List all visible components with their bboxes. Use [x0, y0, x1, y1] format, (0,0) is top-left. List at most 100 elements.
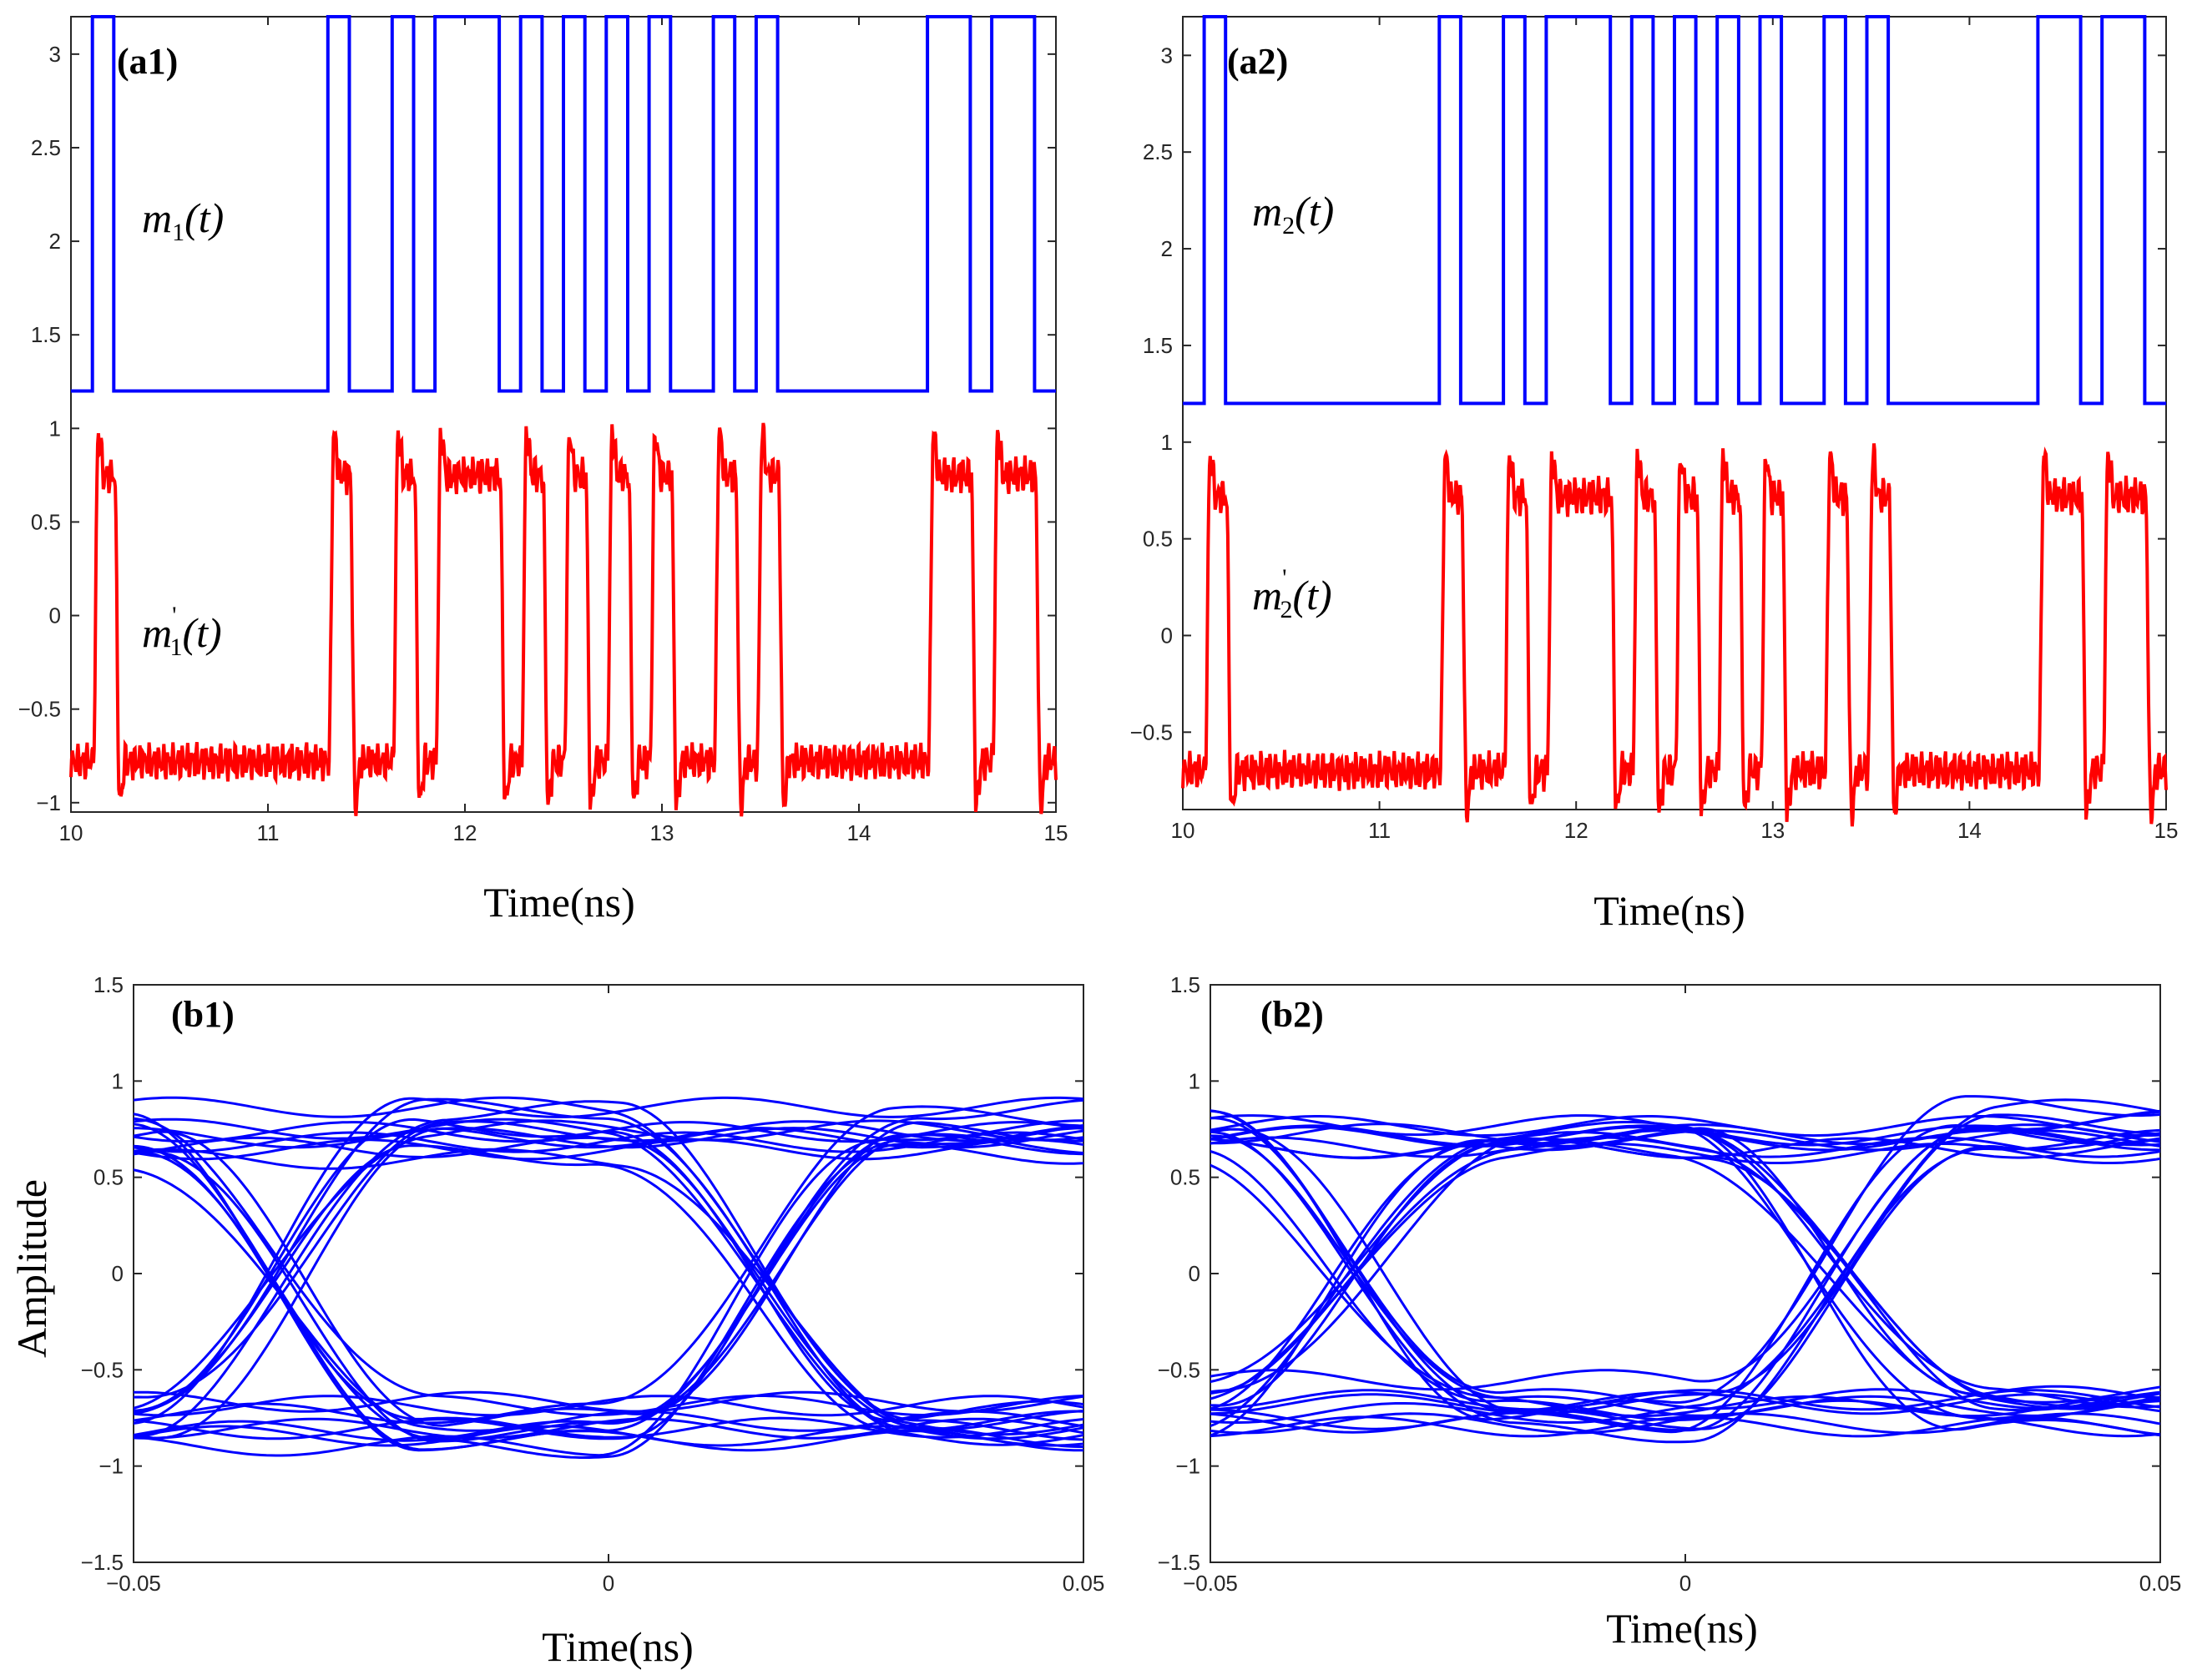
- eye-trace-12: [1210, 1129, 2160, 1410]
- y-tick-label: 0.5: [31, 509, 61, 534]
- panel-label: (a1): [117, 41, 178, 82]
- eye-trace-26: [134, 1133, 1083, 1443]
- received-signal-line: [69, 422, 1058, 817]
- eye-trace-11: [1210, 1117, 2160, 1410]
- panel-label: (b2): [1260, 994, 1324, 1035]
- eye-trace-25: [134, 1096, 1083, 1436]
- eye-trace-6: [1210, 1132, 2160, 1430]
- y-tick-label: 0: [112, 1261, 124, 1286]
- eye-trace-20: [1210, 1123, 2160, 1437]
- y-tick-label: 0.5: [1143, 527, 1173, 552]
- chart-b2: −0.05 0 0.05 −1.5 −1 −0.5 0 0.5 1 1.5 (b2) Time(n…: [1158, 972, 2182, 1652]
- x-tick-label: 0: [1679, 1571, 1691, 1596]
- y-tick-label: 1: [112, 1068, 124, 1093]
- y-tick-label: 3: [49, 42, 61, 67]
- eye-trace-4: [1210, 1129, 2160, 1395]
- x-tick-label: 11: [257, 820, 280, 845]
- x-tick-label: 12: [1564, 818, 1588, 843]
- eye-trace-22: [134, 1098, 1083, 1440]
- axis-ticks: −0.05 0 0.05 −1.5 −1 −0.5 0 0.5 1 1.5: [1158, 972, 2182, 1596]
- traces: [1210, 1095, 2160, 1444]
- eye-trace-12: [134, 1127, 1083, 1440]
- eye-trace-19: [134, 1117, 1083, 1416]
- x-tick-label: 12: [453, 820, 477, 845]
- signal-label-m1: m1(t): [142, 194, 224, 246]
- eye-trace-14: [134, 1143, 1083, 1442]
- eye-trace-20: [134, 1120, 1083, 1399]
- eye-trace-13: [1210, 1131, 2160, 1410]
- y-tick-label: 0: [1189, 1261, 1200, 1286]
- x-axis-label: Time(ns): [542, 1623, 694, 1670]
- eye-trace-28: [1210, 1143, 2160, 1400]
- eye-trace-23: [1210, 1389, 2160, 1411]
- eye-trace-28: [134, 1096, 1083, 1425]
- x-axis-label: Time(ns): [1593, 887, 1745, 934]
- x-tick-label: 10: [59, 820, 83, 845]
- axis-ticks: −0.05 0 0.05 −1.5 −1 −0.5 0 0.5 1 1.5: [81, 972, 1105, 1596]
- chart-a1: 10 11 12 13 14 15 −1 −0.5 0 0.5 1 1.5 2 2.5 3 (a1) m1(…: [18, 15, 1068, 926]
- y-tick-label: 1.5: [31, 322, 61, 347]
- y-tick-label: 2.5: [31, 135, 61, 160]
- x-tick-label: 10: [1171, 818, 1195, 843]
- eye-trace-15: [1210, 1393, 2160, 1415]
- eye-trace-29: [1210, 1121, 2160, 1438]
- x-tick-label: 0.05: [2139, 1571, 2182, 1596]
- eye-trace-11: [134, 1168, 1083, 1432]
- received-signal-line: [1181, 443, 2168, 827]
- x-tick-label: 14: [847, 820, 871, 845]
- eye-trace-3: [1210, 1163, 2160, 1418]
- x-tick-label: 14: [1957, 818, 1982, 843]
- panel-label: (a2): [1227, 41, 1288, 82]
- x-axis-label: Time(ns): [1606, 1605, 1758, 1652]
- y-tick-label: −1.5: [81, 1550, 124, 1575]
- y-tick-label: 0: [1161, 623, 1173, 648]
- y-tick-label: 1.5: [1143, 333, 1173, 358]
- traces: [1181, 15, 2168, 827]
- y-tick-label: 1: [49, 416, 61, 441]
- eye-trace-22: [1210, 1126, 2160, 1391]
- x-tick-label: 11: [1368, 818, 1391, 843]
- eye-trace-30: [134, 1124, 1083, 1457]
- y-tick-label: 1: [1161, 430, 1173, 455]
- eye-trace-16: [1210, 1115, 2160, 1138]
- eye-trace-26: [1210, 1095, 2160, 1421]
- y-tick-label: 0.5: [93, 1165, 124, 1190]
- panel-label: (b1): [171, 994, 235, 1035]
- eye-trace-31: [1210, 1412, 2160, 1435]
- y-tick-label: −1: [98, 1454, 124, 1479]
- x-tick-label: −0.05: [106, 1571, 161, 1596]
- y-tick-label: −1: [36, 790, 61, 815]
- eye-trace-21: [134, 1117, 1083, 1422]
- x-tick-label: 15: [2154, 818, 2179, 843]
- x-axis-label: Time(ns): [483, 879, 635, 926]
- y-tick-label: 3: [1161, 43, 1173, 68]
- x-tick-label: 15: [1044, 820, 1068, 845]
- eye-trace-5: [134, 1100, 1083, 1441]
- signal-label-m2: m2(t): [1252, 188, 1334, 240]
- traces: [134, 1096, 1083, 1459]
- y-axis-label: Amplitude: [8, 1179, 55, 1358]
- y-tick-label: 2: [1161, 236, 1173, 261]
- eye-trace-31: [134, 1425, 1083, 1447]
- eye-trace-29: [134, 1144, 1083, 1432]
- y-tick-label: 2: [49, 229, 61, 254]
- y-tick-label: 0: [49, 603, 61, 628]
- y-tick-label: −1.5: [1158, 1550, 1200, 1575]
- digital-signal-line: [1183, 15, 2166, 406]
- x-tick-label: 0.05: [1063, 1571, 1105, 1596]
- eye-trace-9: [1210, 1114, 2160, 1408]
- chart-b1: −0.05 0 0.05 −1.5 −1 −0.5 0 0.5 1 1.5 (b1) Time(n…: [8, 972, 1105, 1670]
- y-tick-label: 0.5: [1170, 1165, 1200, 1190]
- y-tick-label: 2.5: [1143, 139, 1173, 164]
- y-tick-label: 1.5: [93, 972, 124, 997]
- y-tick-label: 1.5: [1170, 972, 1200, 997]
- eye-trace-18: [1210, 1113, 2160, 1413]
- x-tick-label: −0.05: [1183, 1571, 1238, 1596]
- eye-trace-23: [134, 1395, 1083, 1417]
- axis-ticks: 10 11 12 13 14 15 −1 −0.5 0 0.5 1 1.5 2 2.5 3: [18, 17, 1068, 845]
- y-tick-label: −0.5: [81, 1357, 124, 1382]
- eye-trace-25: [1210, 1123, 2160, 1437]
- signal-label-m1-prime: m' 1(t): [142, 602, 222, 661]
- chart-a2: 10 11 12 13 14 15 −0.5 0 0.5 1 1.5 2 2.5 3 (a2) m2(t)…: [1130, 15, 2179, 934]
